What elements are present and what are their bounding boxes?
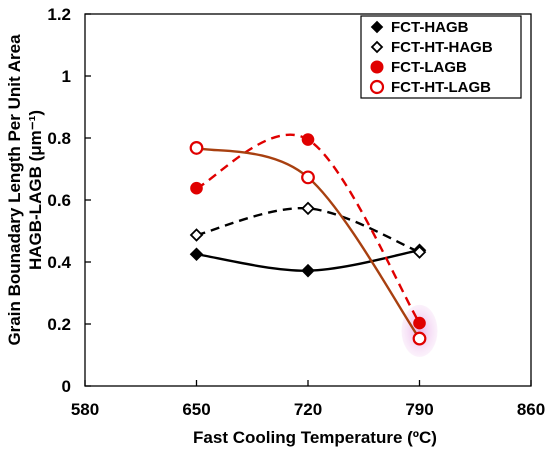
data-point — [189, 247, 204, 262]
data-point — [189, 141, 204, 155]
legend-label: FCT-HT-HAGB — [391, 39, 493, 56]
y-tick-label: 0 — [62, 377, 71, 396]
highlight-glow-spot — [401, 304, 438, 357]
data-point — [412, 331, 427, 346]
data-point — [370, 20, 384, 34]
data-point — [301, 170, 315, 185]
y-tick-label: 1.2 — [47, 5, 71, 24]
legend: FCT-HAGB FCT-HT-HAGB FCT-LAGB FCT-HT-LAGB — [360, 15, 522, 99]
data-point — [370, 40, 384, 54]
series-lines — [195, 133, 421, 340]
y-tick-label: 0.2 — [47, 315, 71, 334]
x-tick-label: 650 — [182, 400, 210, 419]
legend-label: FCT-LAGB — [391, 59, 467, 76]
x-tick-label: 790 — [405, 400, 433, 419]
data-point — [301, 133, 315, 146]
data-point — [301, 201, 315, 216]
data-point — [190, 181, 203, 195]
x-axis-title: Fast Cooling Temperature (ºC) — [193, 428, 437, 447]
y-tick-label: 0.8 — [47, 129, 71, 148]
y-tick-label: 0.6 — [47, 191, 71, 210]
highlight-glow — [401, 304, 438, 357]
data-point — [413, 316, 426, 330]
x-tick-label: 860 — [517, 400, 545, 419]
y-axis-title-line-1: Grain Bounadary Length Per Unit Area — [5, 34, 24, 346]
series-markers — [189, 133, 427, 346]
y-axis-title-line-2: HAGB-LAGB (μm⁻¹) — [26, 110, 45, 270]
legend-label: FCT-HT-LAGB — [391, 79, 491, 96]
data-point — [412, 245, 427, 259]
data-point — [369, 79, 385, 95]
axes: 580 650 720 790 860 0 0.2 0.4 0.6 0.8 1 1.2 — [47, 5, 545, 419]
series-line — [195, 133, 421, 324]
data-point — [189, 228, 204, 242]
y-tick-label: 1 — [62, 67, 71, 86]
data-point — [301, 263, 315, 278]
y-tick-label: 0.4 — [47, 253, 71, 272]
x-tick-label: 720 — [294, 400, 322, 419]
x-tick-label: 580 — [71, 400, 99, 419]
data-point — [370, 60, 384, 74]
legend-box — [360, 15, 522, 99]
legend-label: FCT-HAGB — [391, 19, 469, 36]
